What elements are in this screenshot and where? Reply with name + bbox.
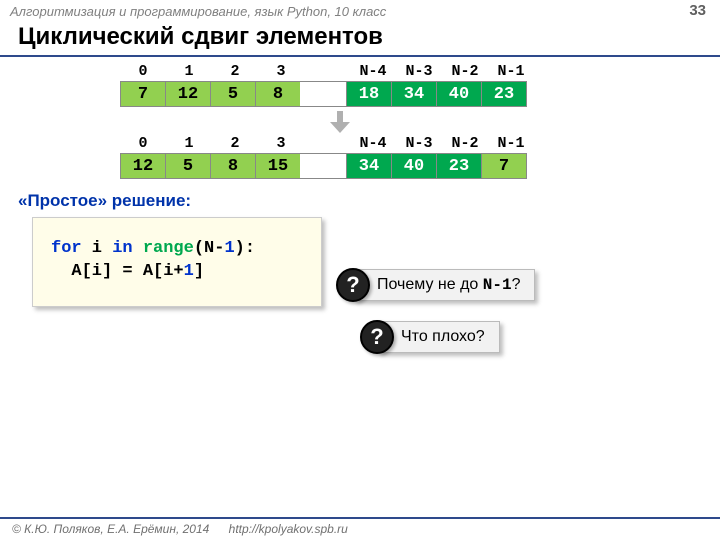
idx-cell: N-2 — [442, 63, 488, 80]
slide-title: Циклический сдвиг элементов — [0, 21, 720, 57]
idx-cell: 1 — [166, 63, 212, 80]
idx-cell: N-3 — [396, 63, 442, 80]
header-bar: Алгоритмизация и программирование, язык … — [0, 0, 720, 21]
footer: © К.Ю. Поляков, Е.А. Ерёмин, 2014 http:/… — [0, 517, 720, 540]
copyright: © К.Ю. Поляков, Е.А. Ерёмин, 2014 — [12, 522, 209, 536]
footer-url: http://kpolyakov.spb.ru — [229, 522, 348, 536]
callout-text: Что плохо? — [378, 321, 500, 353]
idx-cell: N-1 — [488, 63, 534, 80]
arr-cell: 5 — [165, 153, 211, 179]
arr-cell: 18 — [346, 81, 392, 107]
page-number: 33 — [689, 2, 706, 19]
arr-gap — [300, 81, 346, 107]
arr-gap — [300, 153, 346, 179]
question-icon: ? — [336, 268, 370, 302]
idx-cell: N-4 — [350, 63, 396, 80]
arr-cell: 12 — [165, 81, 211, 107]
code-line-1: for i in range(N-1): — [51, 238, 307, 261]
idx-cell: N-4 — [350, 135, 396, 152]
arr-cell: 40 — [436, 81, 482, 107]
arr-cell: 12 — [120, 153, 166, 179]
callout-why-not-n-1: ? Почему не до N-1? — [336, 268, 535, 302]
idx-cell: 1 — [166, 135, 212, 152]
value-row-1: 7 12 5 8 18 34 40 23 — [120, 81, 720, 107]
arr-cell: 8 — [255, 81, 301, 107]
idx-cell: 2 — [212, 135, 258, 152]
callout-text: Почему не до N-1? — [354, 269, 535, 301]
idx-cell: 0 — [120, 135, 166, 152]
index-row-2: 0 1 2 3 N-4 N-3 N-2 N-1 — [120, 135, 720, 152]
idx-cell: 3 — [258, 135, 304, 152]
down-arrow-icon — [330, 111, 720, 133]
arr-cell: 34 — [346, 153, 392, 179]
arr-cell: 40 — [391, 153, 437, 179]
course-label: Алгоритмизация и программирование, язык … — [10, 4, 386, 19]
idx-cell: 2 — [212, 63, 258, 80]
arr-cell: 7 — [481, 153, 527, 179]
arr-cell: 23 — [436, 153, 482, 179]
code-block: for i in range(N-1): A[i] = A[i+1] — [32, 217, 322, 307]
question-icon: ? — [360, 320, 394, 354]
idx-cell: 3 — [258, 63, 304, 80]
idx-cell: N-2 — [442, 135, 488, 152]
arr-cell: 34 — [391, 81, 437, 107]
index-row-1: 0 1 2 3 N-4 N-3 N-2 N-1 — [120, 63, 720, 80]
arr-cell: 7 — [120, 81, 166, 107]
simple-solution-heading: «Простое» решение: — [18, 191, 720, 211]
idx-cell: N-1 — [488, 135, 534, 152]
arr-cell: 5 — [210, 81, 256, 107]
arr-cell: 8 — [210, 153, 256, 179]
code-line-2: A[i] = A[i+1] — [51, 261, 307, 284]
arrays-diagram: 0 1 2 3 N-4 N-3 N-2 N-1 7 12 5 8 18 34 4… — [120, 63, 720, 179]
arr-cell: 23 — [481, 81, 527, 107]
arr-cell: 15 — [255, 153, 301, 179]
idx-cell: 0 — [120, 63, 166, 80]
value-row-2: 12 5 8 15 34 40 23 7 — [120, 153, 720, 179]
idx-cell: N-3 — [396, 135, 442, 152]
callout-whats-bad: ? Что плохо? — [360, 320, 500, 354]
